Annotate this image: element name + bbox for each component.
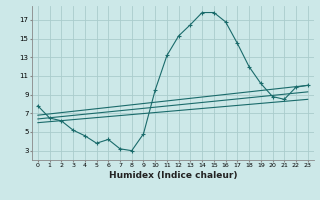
X-axis label: Humidex (Indice chaleur): Humidex (Indice chaleur) bbox=[108, 171, 237, 180]
